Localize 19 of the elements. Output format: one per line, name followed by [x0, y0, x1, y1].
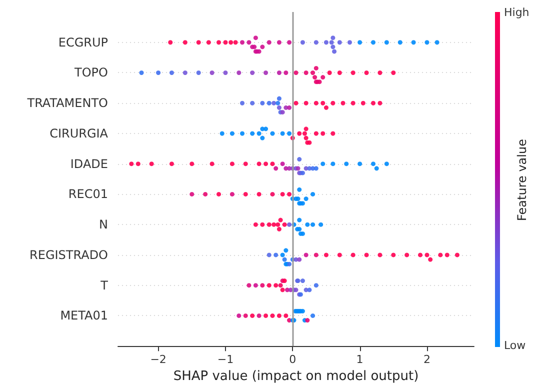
- y-tick-label: N: [99, 218, 108, 232]
- y-tick-label: REGISTRADO: [30, 248, 108, 262]
- color-bar-title: Feature value: [515, 139, 529, 221]
- y-tick-label: META01: [60, 308, 108, 323]
- y-tick-label: TOPO: [74, 66, 108, 80]
- x-tick-label: 2: [423, 353, 430, 366]
- y-tick-label: ECGRUP: [58, 35, 108, 50]
- text: High: [504, 6, 530, 19]
- x-tick-label: 1: [356, 353, 364, 366]
- y-tick-label: IDADE: [70, 156, 108, 171]
- x-tick-label: −1: [217, 353, 234, 366]
- text: Low: [504, 339, 526, 352]
- x-tick-label: −2: [150, 353, 166, 366]
- y-tick-label: CIRURGIA: [50, 126, 109, 140]
- x-tick-label: 0: [289, 353, 296, 366]
- y-tick-label: REC01: [68, 187, 108, 202]
- x-axis-title: SHAP value (impact on model output): [173, 369, 419, 384]
- y-tick-label: TRATAMENTO: [26, 96, 108, 110]
- y-tick-label: T: [100, 278, 109, 292]
